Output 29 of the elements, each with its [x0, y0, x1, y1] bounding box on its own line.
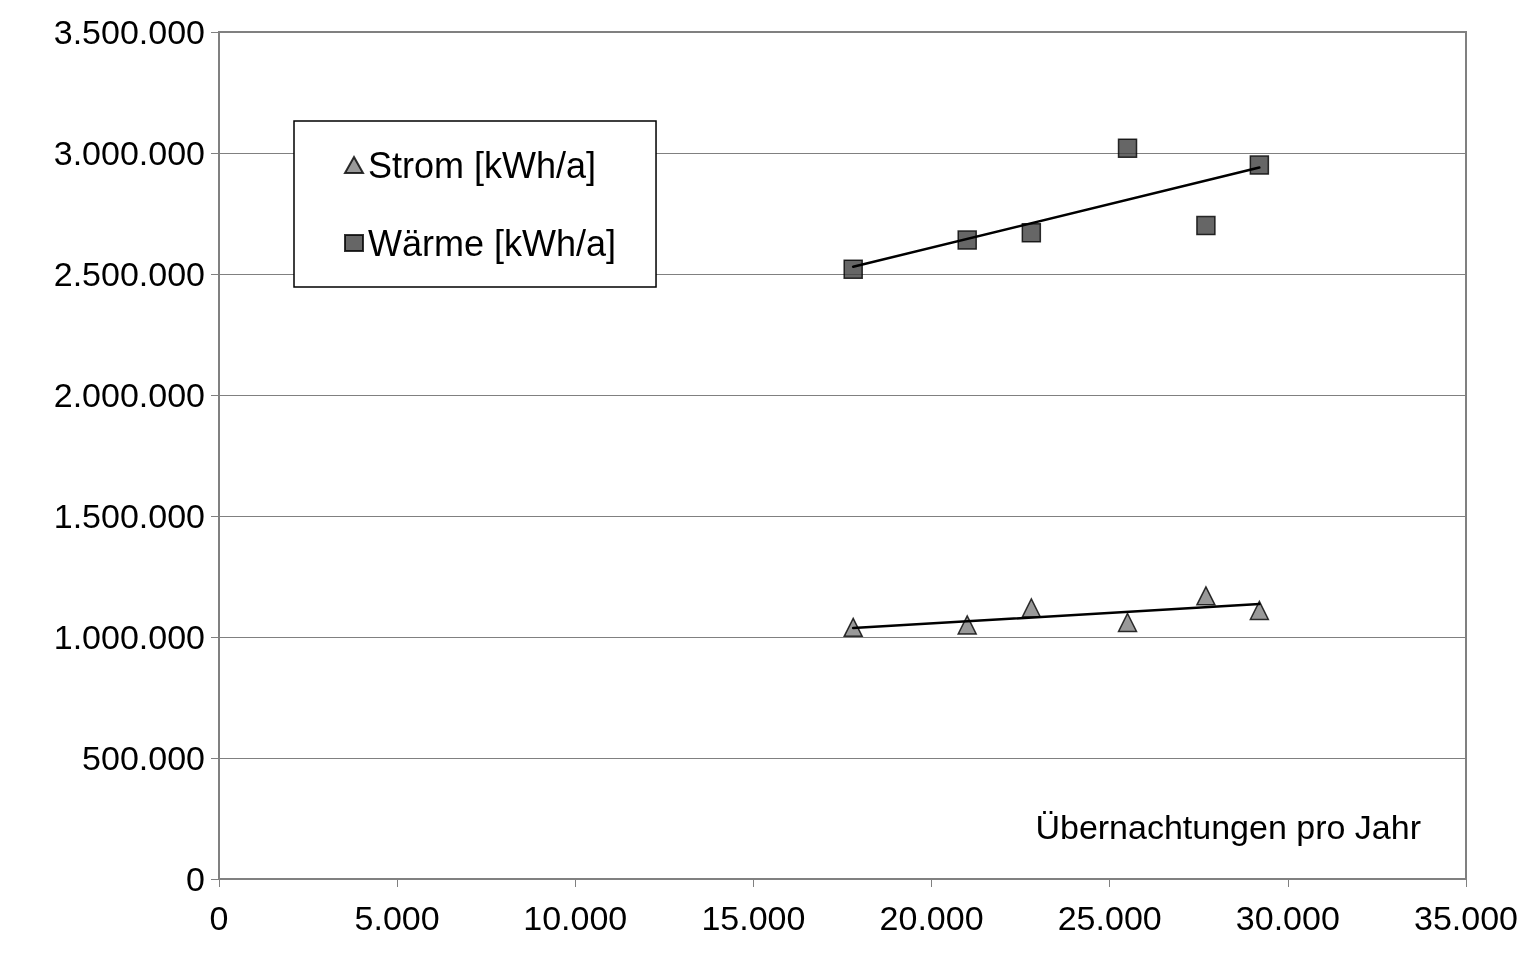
y-tick-label: 2.000.000	[53, 376, 205, 414]
point	[1117, 612, 1138, 633]
x-tick-label: 20.000	[879, 899, 984, 937]
point	[843, 617, 863, 638]
legend-label: Strom [kWh/a]	[368, 144, 597, 186]
point	[1196, 586, 1216, 606]
x-tick-label: 15.000	[701, 899, 806, 937]
x-tick-label: 25.000	[1057, 899, 1162, 937]
point	[1021, 223, 1042, 243]
point	[1249, 600, 1270, 621]
legend-label: Wärme [kWh/a]	[368, 222, 617, 264]
x-tick-label: 30.000	[1235, 899, 1340, 937]
y-tick-label: 500.000	[82, 739, 205, 777]
x-tick-label: 5.000	[354, 899, 440, 937]
point	[843, 259, 863, 279]
y-tick-label: 0	[186, 860, 205, 898]
x-tick-label: 0	[209, 899, 229, 937]
point	[1196, 215, 1216, 236]
y-tick-label: 1.000.000	[53, 618, 205, 656]
y-tick-label: 1.500.000	[53, 497, 205, 535]
x-tick-label: 35.000	[1414, 899, 1518, 937]
y-tick-label: 2.500.000	[53, 255, 205, 293]
point	[957, 615, 977, 635]
point	[1117, 138, 1138, 158]
x-axis-title: Übernachtungen pro Jahr	[1035, 808, 1422, 846]
point	[1249, 155, 1270, 175]
y-tick-label: 3.500.000	[53, 13, 205, 51]
x-tick-label: 10.000	[523, 899, 628, 937]
y-tick-label: 3.000.000	[53, 134, 205, 172]
